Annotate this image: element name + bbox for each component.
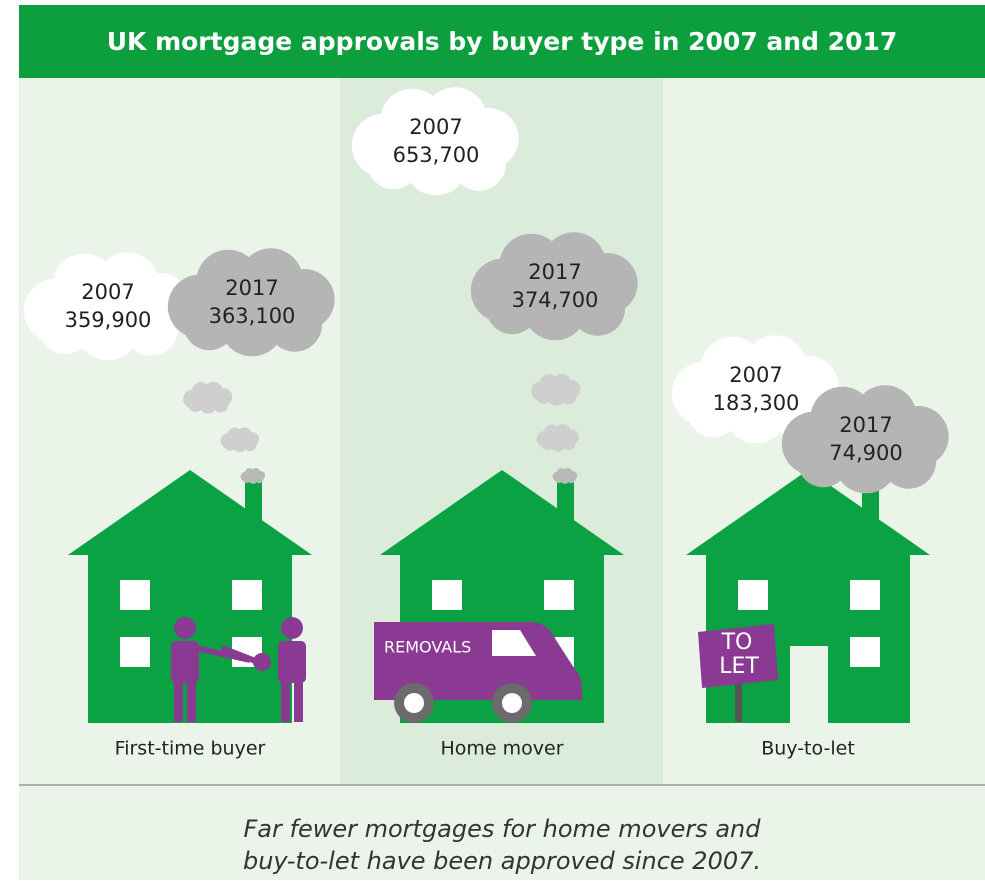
cloud-year: 2017 <box>528 260 581 284</box>
cloud <box>781 385 949 494</box>
window <box>544 580 574 610</box>
window <box>850 580 880 610</box>
person-body <box>278 641 306 683</box>
cloud-value: 183,300 <box>713 391 800 415</box>
roof <box>380 470 624 555</box>
key-head <box>253 653 271 671</box>
person-leg <box>174 680 183 722</box>
window <box>850 637 880 667</box>
wheel-hub <box>404 693 424 713</box>
cloud-value: 374,700 <box>512 288 599 312</box>
window <box>120 580 150 610</box>
cloud-value: 653,700 <box>393 143 480 167</box>
column-label: Buy-to-let <box>761 738 855 760</box>
cloud-puff <box>559 470 571 482</box>
person-body <box>171 641 199 683</box>
person-head <box>281 617 303 639</box>
cloud-year: 2017 <box>839 413 892 437</box>
cloud <box>351 87 519 196</box>
cloud-puff <box>517 249 593 325</box>
cloud-puff <box>548 428 568 448</box>
person-leg <box>187 680 196 722</box>
cloud <box>167 248 335 357</box>
chimney <box>245 482 262 532</box>
cloud-value: 363,100 <box>209 304 296 328</box>
roof <box>68 470 312 555</box>
window <box>432 580 462 610</box>
column-label: Home mover <box>440 738 563 760</box>
chimney <box>557 482 574 532</box>
person-head <box>174 617 196 639</box>
chimney <box>862 482 879 532</box>
header <box>19 5 985 78</box>
scene: 2007 359,900 2017 363,100 First-time buyer 20… <box>23 87 949 760</box>
van-text: REMOVALS <box>384 638 471 657</box>
cloud-puff <box>718 352 794 428</box>
cloud-puff <box>70 269 146 345</box>
sign <box>698 624 778 688</box>
cloud-value: 359,900 <box>65 308 152 332</box>
cloud-puff <box>828 402 904 478</box>
cloud-year: 2007 <box>729 363 782 387</box>
sign-text: LET <box>719 654 759 679</box>
caption-line: buy-to-let have been approved since 2007… <box>243 847 761 875</box>
cloud <box>536 424 579 452</box>
window <box>738 580 768 610</box>
cloud <box>220 427 260 453</box>
cloud <box>552 467 578 484</box>
title: UK mortgage approvals by buyer type in 2… <box>107 27 898 56</box>
van-window <box>492 630 536 656</box>
window <box>232 580 262 610</box>
cloud-puff <box>214 265 290 341</box>
sign-text: TO <box>721 630 753 655</box>
cloud-puff <box>398 104 474 180</box>
van <box>374 622 582 700</box>
person-leg <box>294 680 303 722</box>
cloud <box>23 252 191 361</box>
column-label: First-time buyer <box>115 738 266 760</box>
cloud <box>671 335 839 444</box>
cloud <box>470 232 638 341</box>
cloud-puff <box>247 470 259 482</box>
person-leg <box>281 680 290 722</box>
cloud-puff <box>544 378 568 402</box>
wheel-hub <box>502 693 522 713</box>
caption-line: Far fewer mortgages for home movers and <box>243 815 761 843</box>
cloud <box>531 373 581 406</box>
cloud-year: 2007 <box>409 115 462 139</box>
sign-post <box>735 670 742 722</box>
cloud-value: 74,900 <box>829 441 902 465</box>
cloud-puff <box>196 386 220 410</box>
key <box>220 645 260 665</box>
window <box>120 637 150 667</box>
door <box>790 646 828 723</box>
cloud-year: 2017 <box>225 276 278 300</box>
cloud-year: 2007 <box>81 280 134 304</box>
roof <box>686 470 930 555</box>
cloud <box>240 467 266 484</box>
cloud-puff <box>231 431 249 449</box>
cloud <box>183 381 233 414</box>
